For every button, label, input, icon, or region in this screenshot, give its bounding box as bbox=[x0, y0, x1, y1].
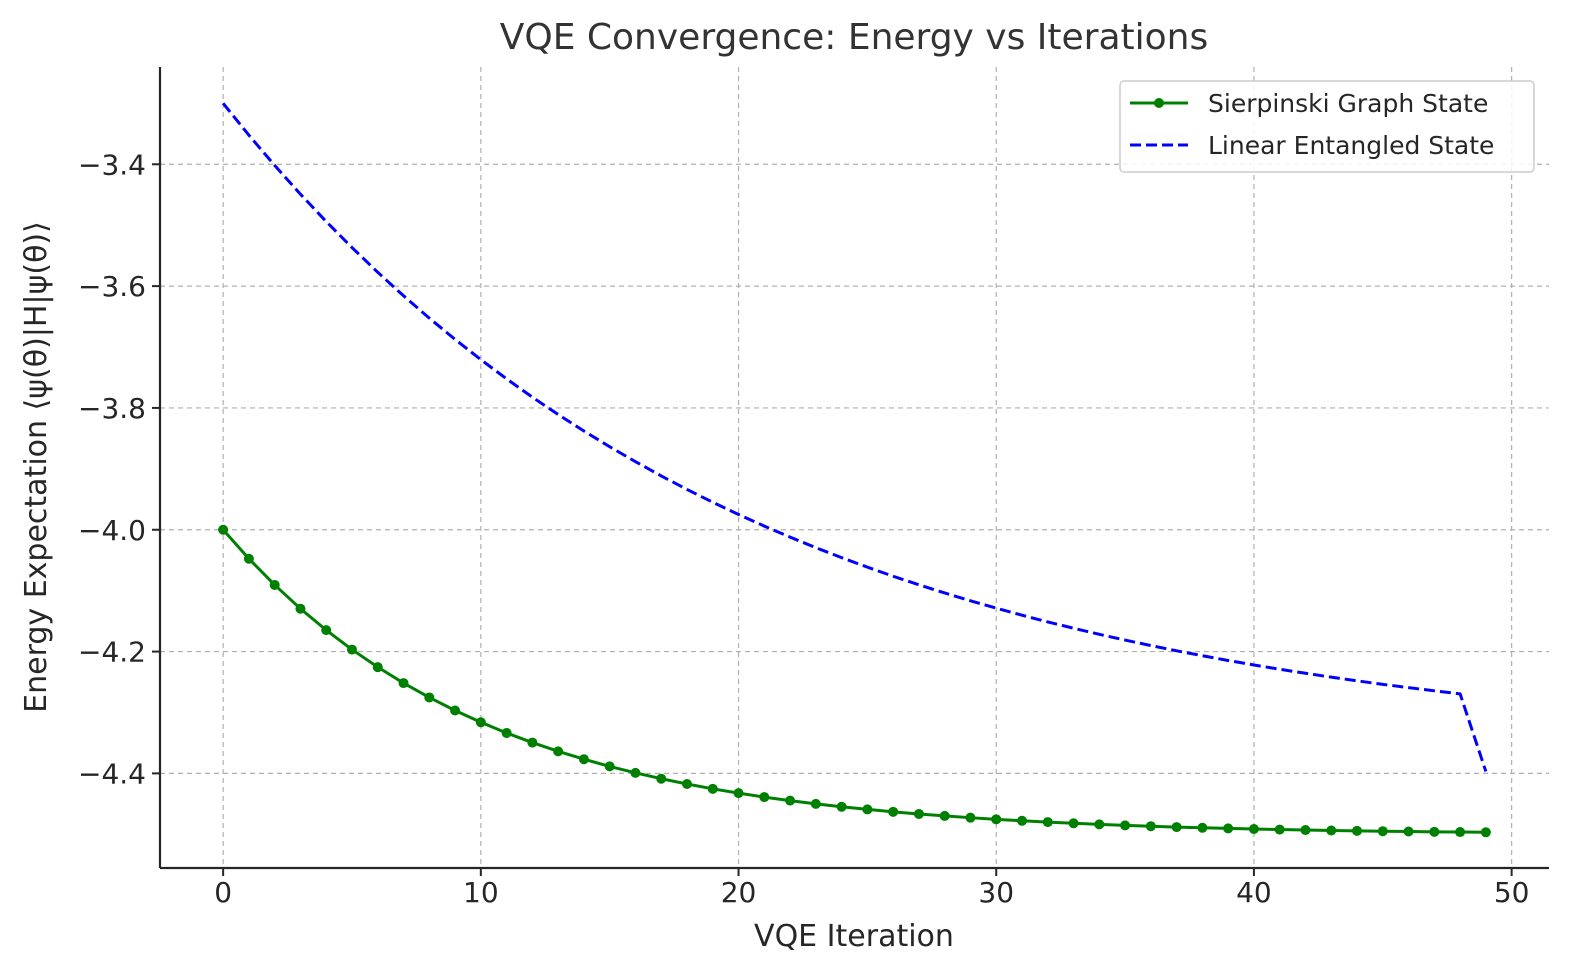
data-point bbox=[939, 810, 950, 821]
data-point bbox=[1352, 825, 1363, 836]
data-point bbox=[1042, 817, 1053, 828]
data-point bbox=[1377, 826, 1388, 837]
data-point bbox=[475, 717, 486, 728]
data-point bbox=[1171, 822, 1182, 833]
data-point bbox=[810, 798, 821, 809]
y-tick-label: −4.2 bbox=[78, 636, 146, 669]
data-point bbox=[1223, 823, 1234, 834]
data-point bbox=[1094, 819, 1105, 830]
data-point bbox=[1248, 824, 1259, 835]
data-point bbox=[1300, 825, 1311, 836]
x-tick-label: 20 bbox=[721, 876, 757, 909]
x-axis-label: VQE Iteration bbox=[754, 919, 954, 954]
data-point bbox=[733, 788, 744, 799]
data-point bbox=[398, 678, 409, 689]
data-point bbox=[1429, 826, 1440, 837]
chart-title: VQE Convergence: Energy vs Iterations bbox=[500, 17, 1209, 58]
data-point bbox=[372, 662, 383, 673]
data-point bbox=[243, 553, 254, 564]
ticks: 0 10 20 30 40 50 −3.4 −3.6 −3.8 −4.0 −4.2 −4.4 bbox=[78, 148, 1529, 909]
data-point bbox=[1403, 826, 1414, 837]
x-tick-label: 10 bbox=[463, 876, 499, 909]
legend-label-sierpinski: Sierpinski Graph State bbox=[1208, 89, 1488, 118]
y-tick-label: −4.4 bbox=[78, 757, 146, 790]
series-line-linear bbox=[221, 102, 1488, 772]
axes bbox=[158, 67, 1549, 870]
y-tick-label: −3.8 bbox=[78, 392, 146, 425]
data-point bbox=[785, 795, 796, 806]
data-point bbox=[501, 727, 512, 738]
data-point bbox=[527, 737, 538, 748]
data-point bbox=[862, 804, 873, 815]
data-point bbox=[630, 767, 641, 778]
data-point bbox=[1326, 825, 1337, 836]
legend-frame bbox=[1119, 80, 1535, 173]
data-point bbox=[1017, 815, 1028, 826]
data-point bbox=[450, 705, 461, 716]
data-point bbox=[965, 812, 976, 823]
legend-marker-sierpinski bbox=[1154, 98, 1164, 108]
data-point bbox=[424, 692, 435, 703]
data-point bbox=[1120, 820, 1131, 831]
data-point bbox=[346, 644, 357, 655]
data-point bbox=[578, 754, 589, 765]
data-point bbox=[218, 524, 229, 535]
data-point bbox=[321, 625, 332, 636]
data-point bbox=[707, 783, 718, 794]
data-point bbox=[553, 746, 564, 757]
series-line-sierpinski bbox=[222, 528, 1486, 834]
data-point bbox=[1068, 818, 1079, 829]
y-tick-label: −3.6 bbox=[78, 270, 146, 303]
data-point bbox=[656, 773, 667, 784]
data-point bbox=[1480, 827, 1491, 838]
data-point bbox=[604, 761, 615, 772]
y-axis-label: Energy Expectation ⟨ψ(θ)|H|ψ(θ)⟩ bbox=[19, 221, 54, 713]
data-point bbox=[269, 579, 280, 590]
series-layer bbox=[218, 102, 1491, 838]
x-tick-label: 0 bbox=[214, 876, 232, 909]
data-point bbox=[295, 603, 306, 614]
data-point bbox=[1455, 827, 1466, 838]
legend-label-linear: Linear Entangled State bbox=[1208, 131, 1494, 160]
x-tick-label: 40 bbox=[1236, 876, 1272, 909]
legend: Sierpinski Graph State Linear Entangled … bbox=[1119, 80, 1535, 173]
y-tick-label: −3.4 bbox=[78, 148, 146, 181]
data-point bbox=[1274, 824, 1285, 835]
data-point bbox=[991, 814, 1002, 825]
x-tick-label: 50 bbox=[1494, 876, 1530, 909]
grid bbox=[160, 67, 1549, 868]
data-point bbox=[836, 801, 847, 812]
data-point bbox=[888, 806, 899, 817]
y-tick-label: −4.0 bbox=[78, 514, 146, 547]
x-tick-label: 30 bbox=[978, 876, 1014, 909]
data-point bbox=[759, 792, 770, 803]
data-point bbox=[1145, 821, 1156, 832]
data-point bbox=[913, 808, 924, 819]
data-point bbox=[681, 779, 692, 790]
data-point bbox=[1197, 822, 1208, 833]
